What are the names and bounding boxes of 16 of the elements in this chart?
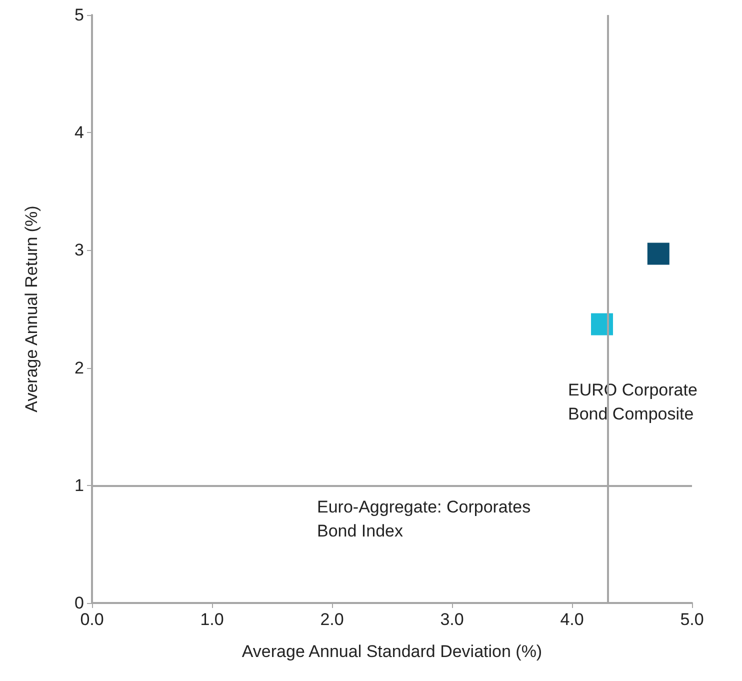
y-tick-label: 0 (74, 594, 84, 612)
x-tick-label: 0.0 (80, 610, 104, 629)
x-tick-label: 2.0 (320, 610, 344, 629)
x-tick-label: 3.0 (440, 610, 464, 629)
x-axis-title: Average Annual Standard Deviation (%) (242, 642, 542, 661)
annotation: Euro-Aggregate: Corporates Bond Index (317, 498, 531, 540)
y-tick-label: 4 (74, 123, 84, 142)
x-tick-label: 4.0 (560, 610, 584, 629)
y-tick-label: 2 (74, 358, 84, 378)
annotation: EURO Corporate Bond Composite (568, 380, 698, 424)
y-axis-title: Average Annual Return (%) (22, 206, 41, 412)
y-tick-label: 1 (74, 476, 84, 495)
x-tick-label: 5.0 (680, 610, 704, 629)
y-tick-label: 3 (74, 240, 84, 260)
y-tick-label: 5 (74, 6, 84, 24)
x-tick-label: 1.0 (200, 610, 224, 629)
